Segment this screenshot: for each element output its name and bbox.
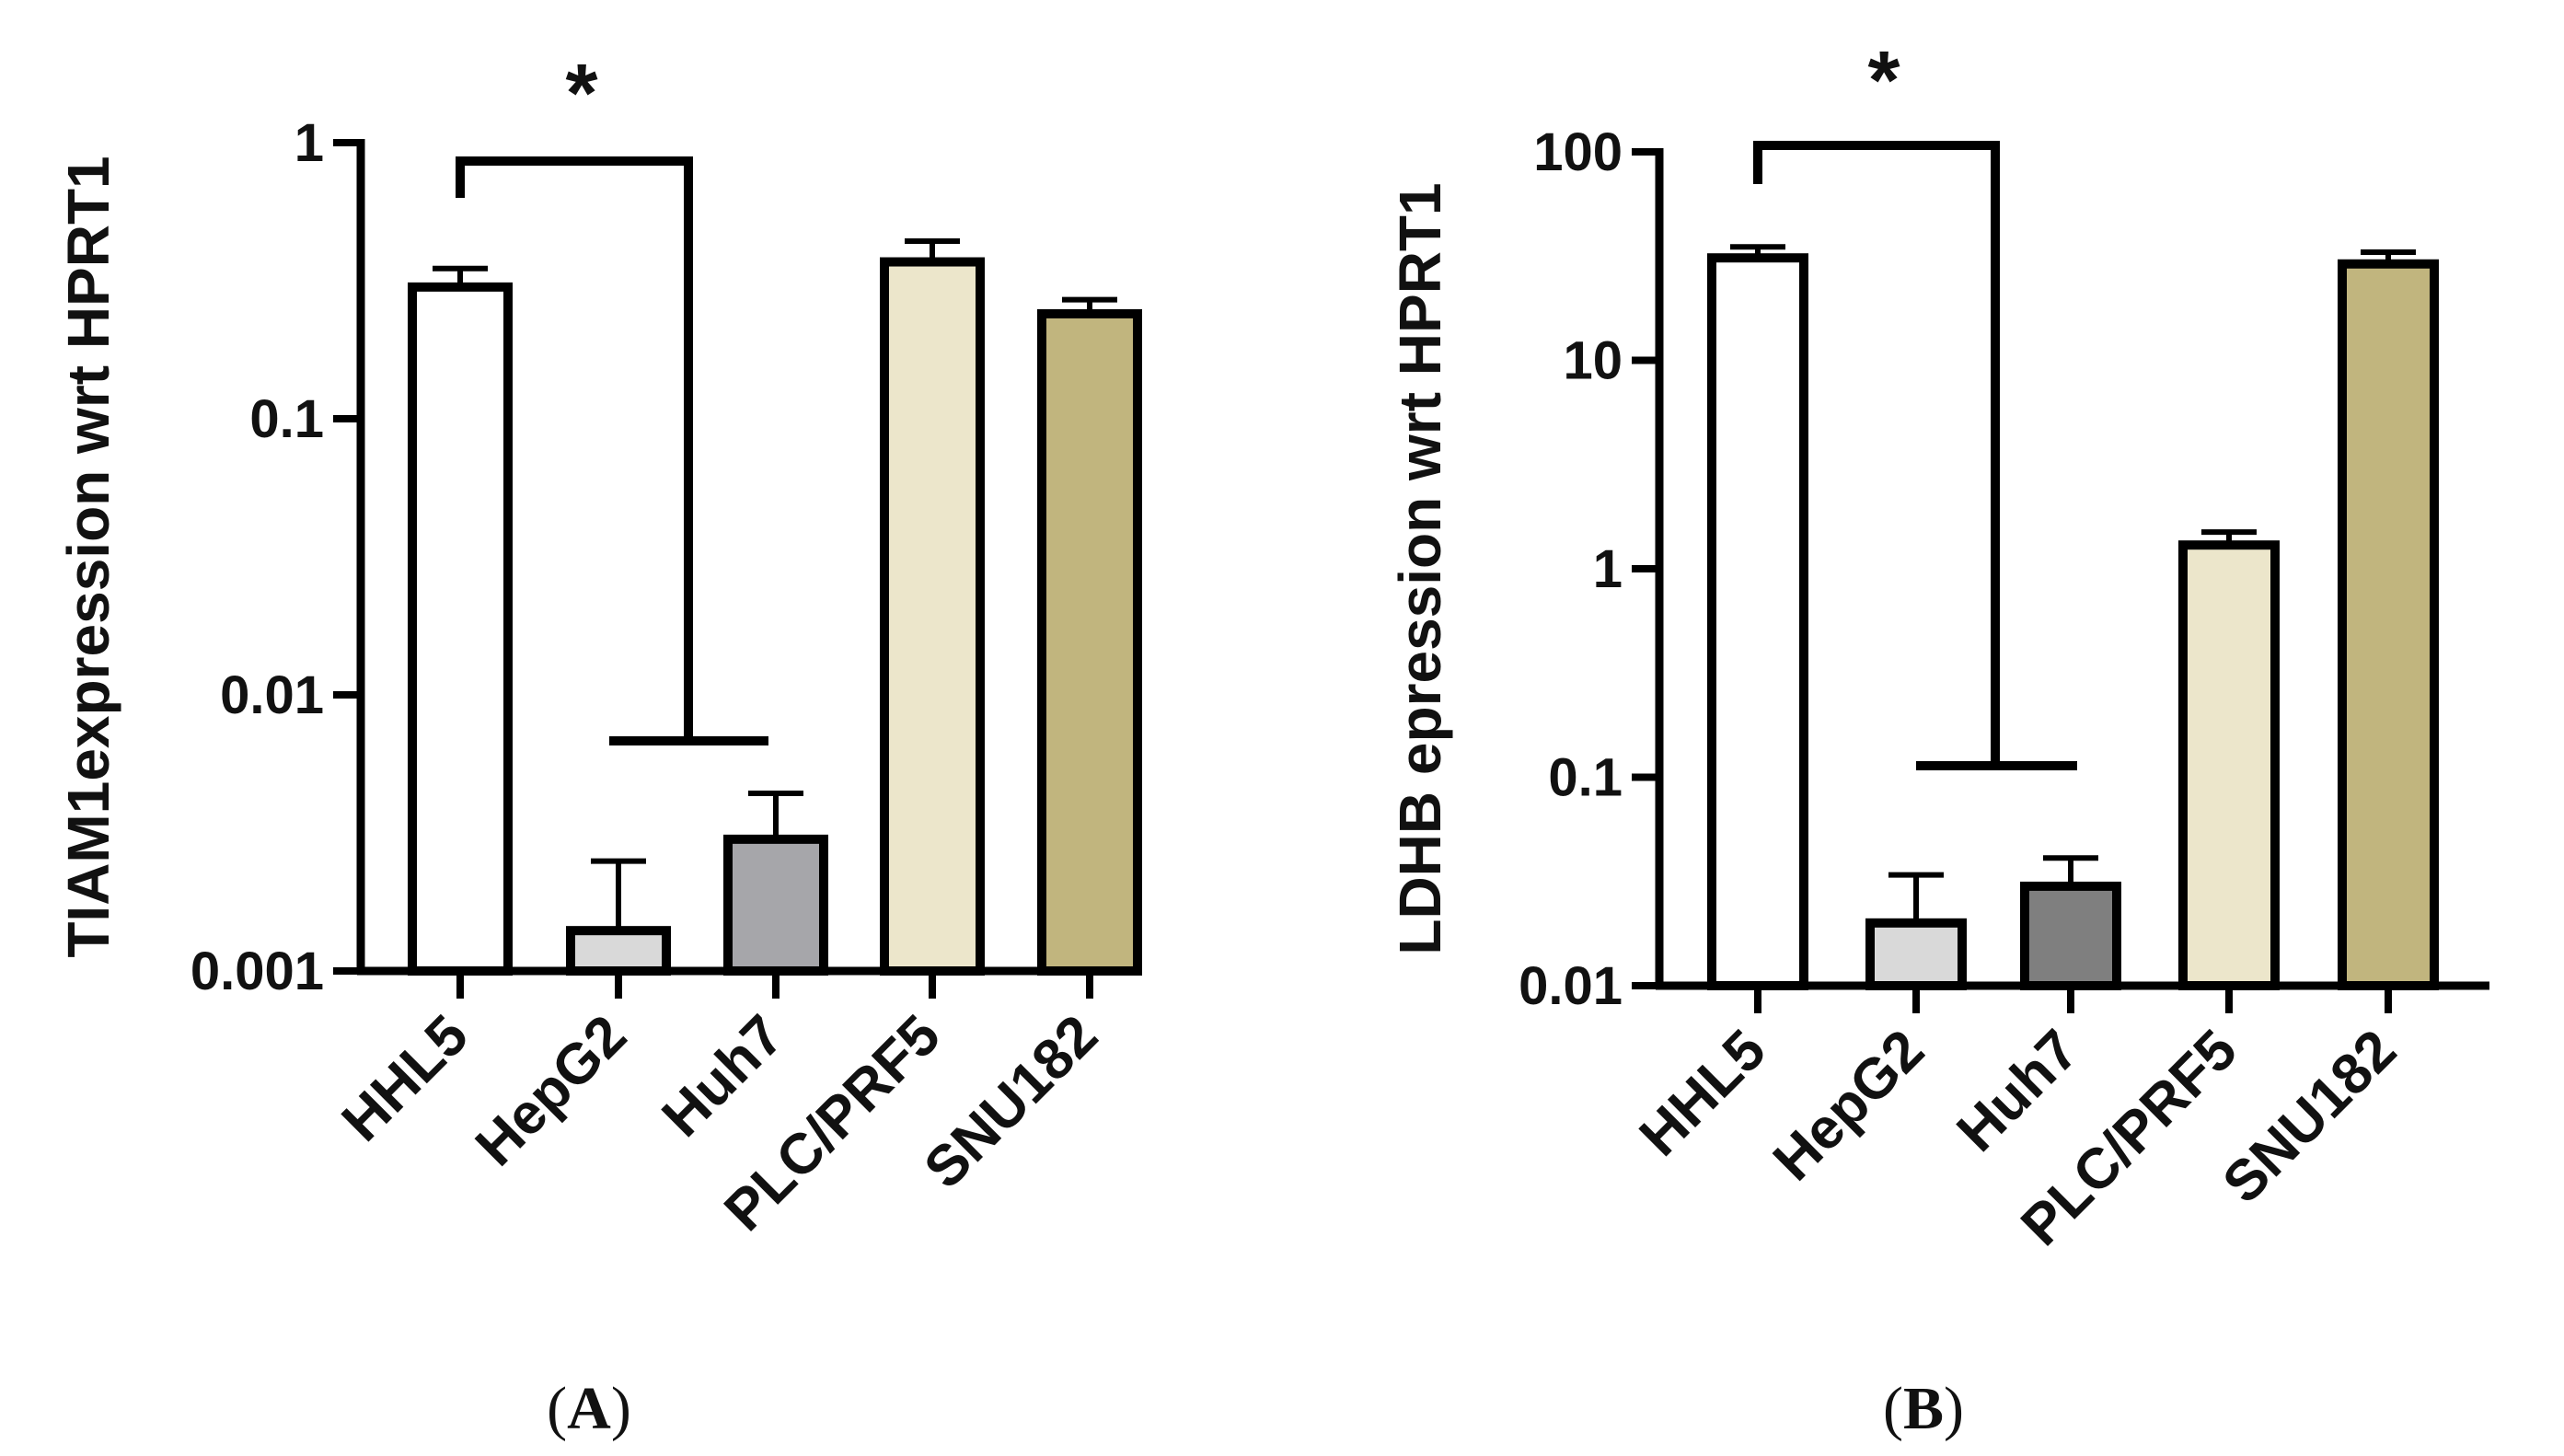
panel-a-y-axis-title: TIAM1expression wrt HPRT1 bbox=[55, 156, 121, 957]
panel-a-y-tick-label: 0.001 bbox=[191, 942, 324, 1001]
panel-b-y-tick-label: 0.1 bbox=[1548, 748, 1623, 808]
panel-b-caption: (B) bbox=[1883, 1375, 1964, 1442]
panel-b-significance-bracket bbox=[1753, 141, 2000, 766]
panel-b-y-tick-label: 100 bbox=[1533, 122, 1623, 182]
panel-a-bar bbox=[408, 282, 513, 976]
panel-a-category-label: HHL5 bbox=[330, 1003, 480, 1153]
panel-b-y-tick-label: 0.01 bbox=[1519, 956, 1623, 1016]
panel-b-significance-star: * bbox=[1867, 35, 1900, 127]
panel-b-category-label: HepG2 bbox=[1761, 1018, 1936, 1193]
panel-b-bar bbox=[1865, 918, 1967, 991]
panel-b-y-tick-label: 1 bbox=[1593, 539, 1623, 599]
panel-a-y-tick-label: 0.01 bbox=[220, 665, 324, 725]
panel-b-category-label: HHL5 bbox=[1628, 1018, 1778, 1168]
panel-b-bar bbox=[2178, 540, 2280, 990]
panel-a-chart: 0.001 0.01 0.1 1 TIAM1expression wrt HPRT1 HH… bbox=[55, 48, 1142, 1243]
panel-a-bar bbox=[723, 834, 828, 976]
panel-a-category-label: Huh7 bbox=[651, 1003, 796, 1149]
panel-b-chart: 0.01 0.1 1 10 100 LDHB epression wrt HPRT1 HHL… bbox=[1387, 35, 2489, 1258]
panel-b-category-label: Huh7 bbox=[1946, 1018, 2091, 1163]
panel-a-significance-bracket bbox=[456, 156, 693, 741]
panel-b-bar bbox=[2020, 881, 2121, 990]
panel-a-category-label: SNU182 bbox=[912, 1003, 1110, 1201]
panel-a-y-tick-label: 1 bbox=[295, 113, 324, 173]
panel-a-caption: (A) bbox=[547, 1375, 631, 1442]
panel-a-bar bbox=[1037, 308, 1142, 976]
panel-b-bar bbox=[2338, 259, 2439, 990]
panel-b-category-label: SNU182 bbox=[2211, 1018, 2408, 1216]
panel-b-y-axis-title: LDHB epression wrt HPRT1 bbox=[1387, 182, 1453, 954]
panel-b-y-tick-label: 10 bbox=[1563, 331, 1623, 391]
panel-a-bar bbox=[566, 926, 671, 976]
panel-a-significance-star: * bbox=[565, 48, 597, 140]
panel-a-bar bbox=[880, 257, 985, 976]
panel-a-y-tick-label: 0.1 bbox=[249, 389, 324, 449]
panel-b-bar bbox=[1707, 253, 1808, 990]
panel-a-category-label: HepG2 bbox=[464, 1003, 639, 1178]
